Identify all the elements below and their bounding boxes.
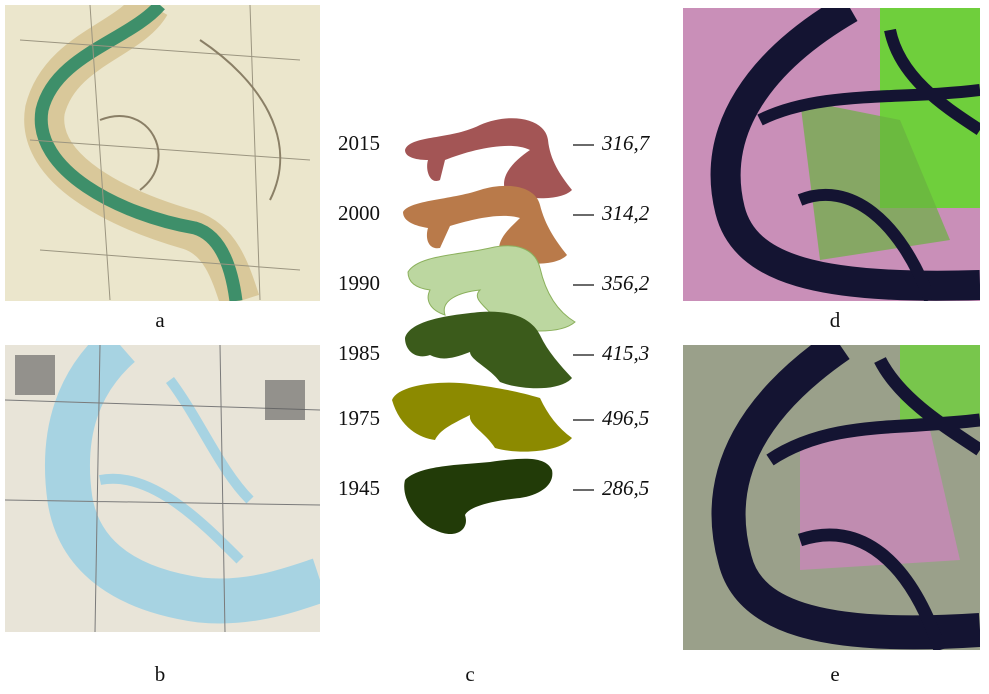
area-value: 314,2: [601, 201, 650, 225]
area-value: 316,7: [601, 131, 651, 155]
map-e: [683, 345, 980, 650]
map-b: [5, 345, 320, 632]
area-value: 496,5: [602, 406, 649, 430]
area-value: 415,3: [602, 341, 649, 365]
panel-label: a: [155, 308, 165, 332]
panel-label: e: [830, 662, 839, 686]
panel-label: d: [830, 308, 841, 332]
year-label: 2000: [338, 201, 380, 225]
year-label: 1945: [338, 476, 380, 500]
river-outlines: [392, 118, 575, 534]
year-label: 1990: [338, 271, 380, 295]
area-value: 286,5: [602, 476, 649, 500]
year-label: 1985: [338, 341, 380, 365]
map-a: [5, 5, 320, 301]
panel-label: c: [465, 662, 474, 686]
year-label: 2015: [338, 131, 380, 155]
map-d: [683, 8, 980, 301]
area-value: 356,2: [601, 271, 650, 295]
panel-label: b: [155, 662, 166, 686]
year-label: 1975: [338, 406, 380, 430]
figure: a b c d e 2015 316,7 2000 314,2 1990 356,2 198…: [0, 0, 989, 689]
